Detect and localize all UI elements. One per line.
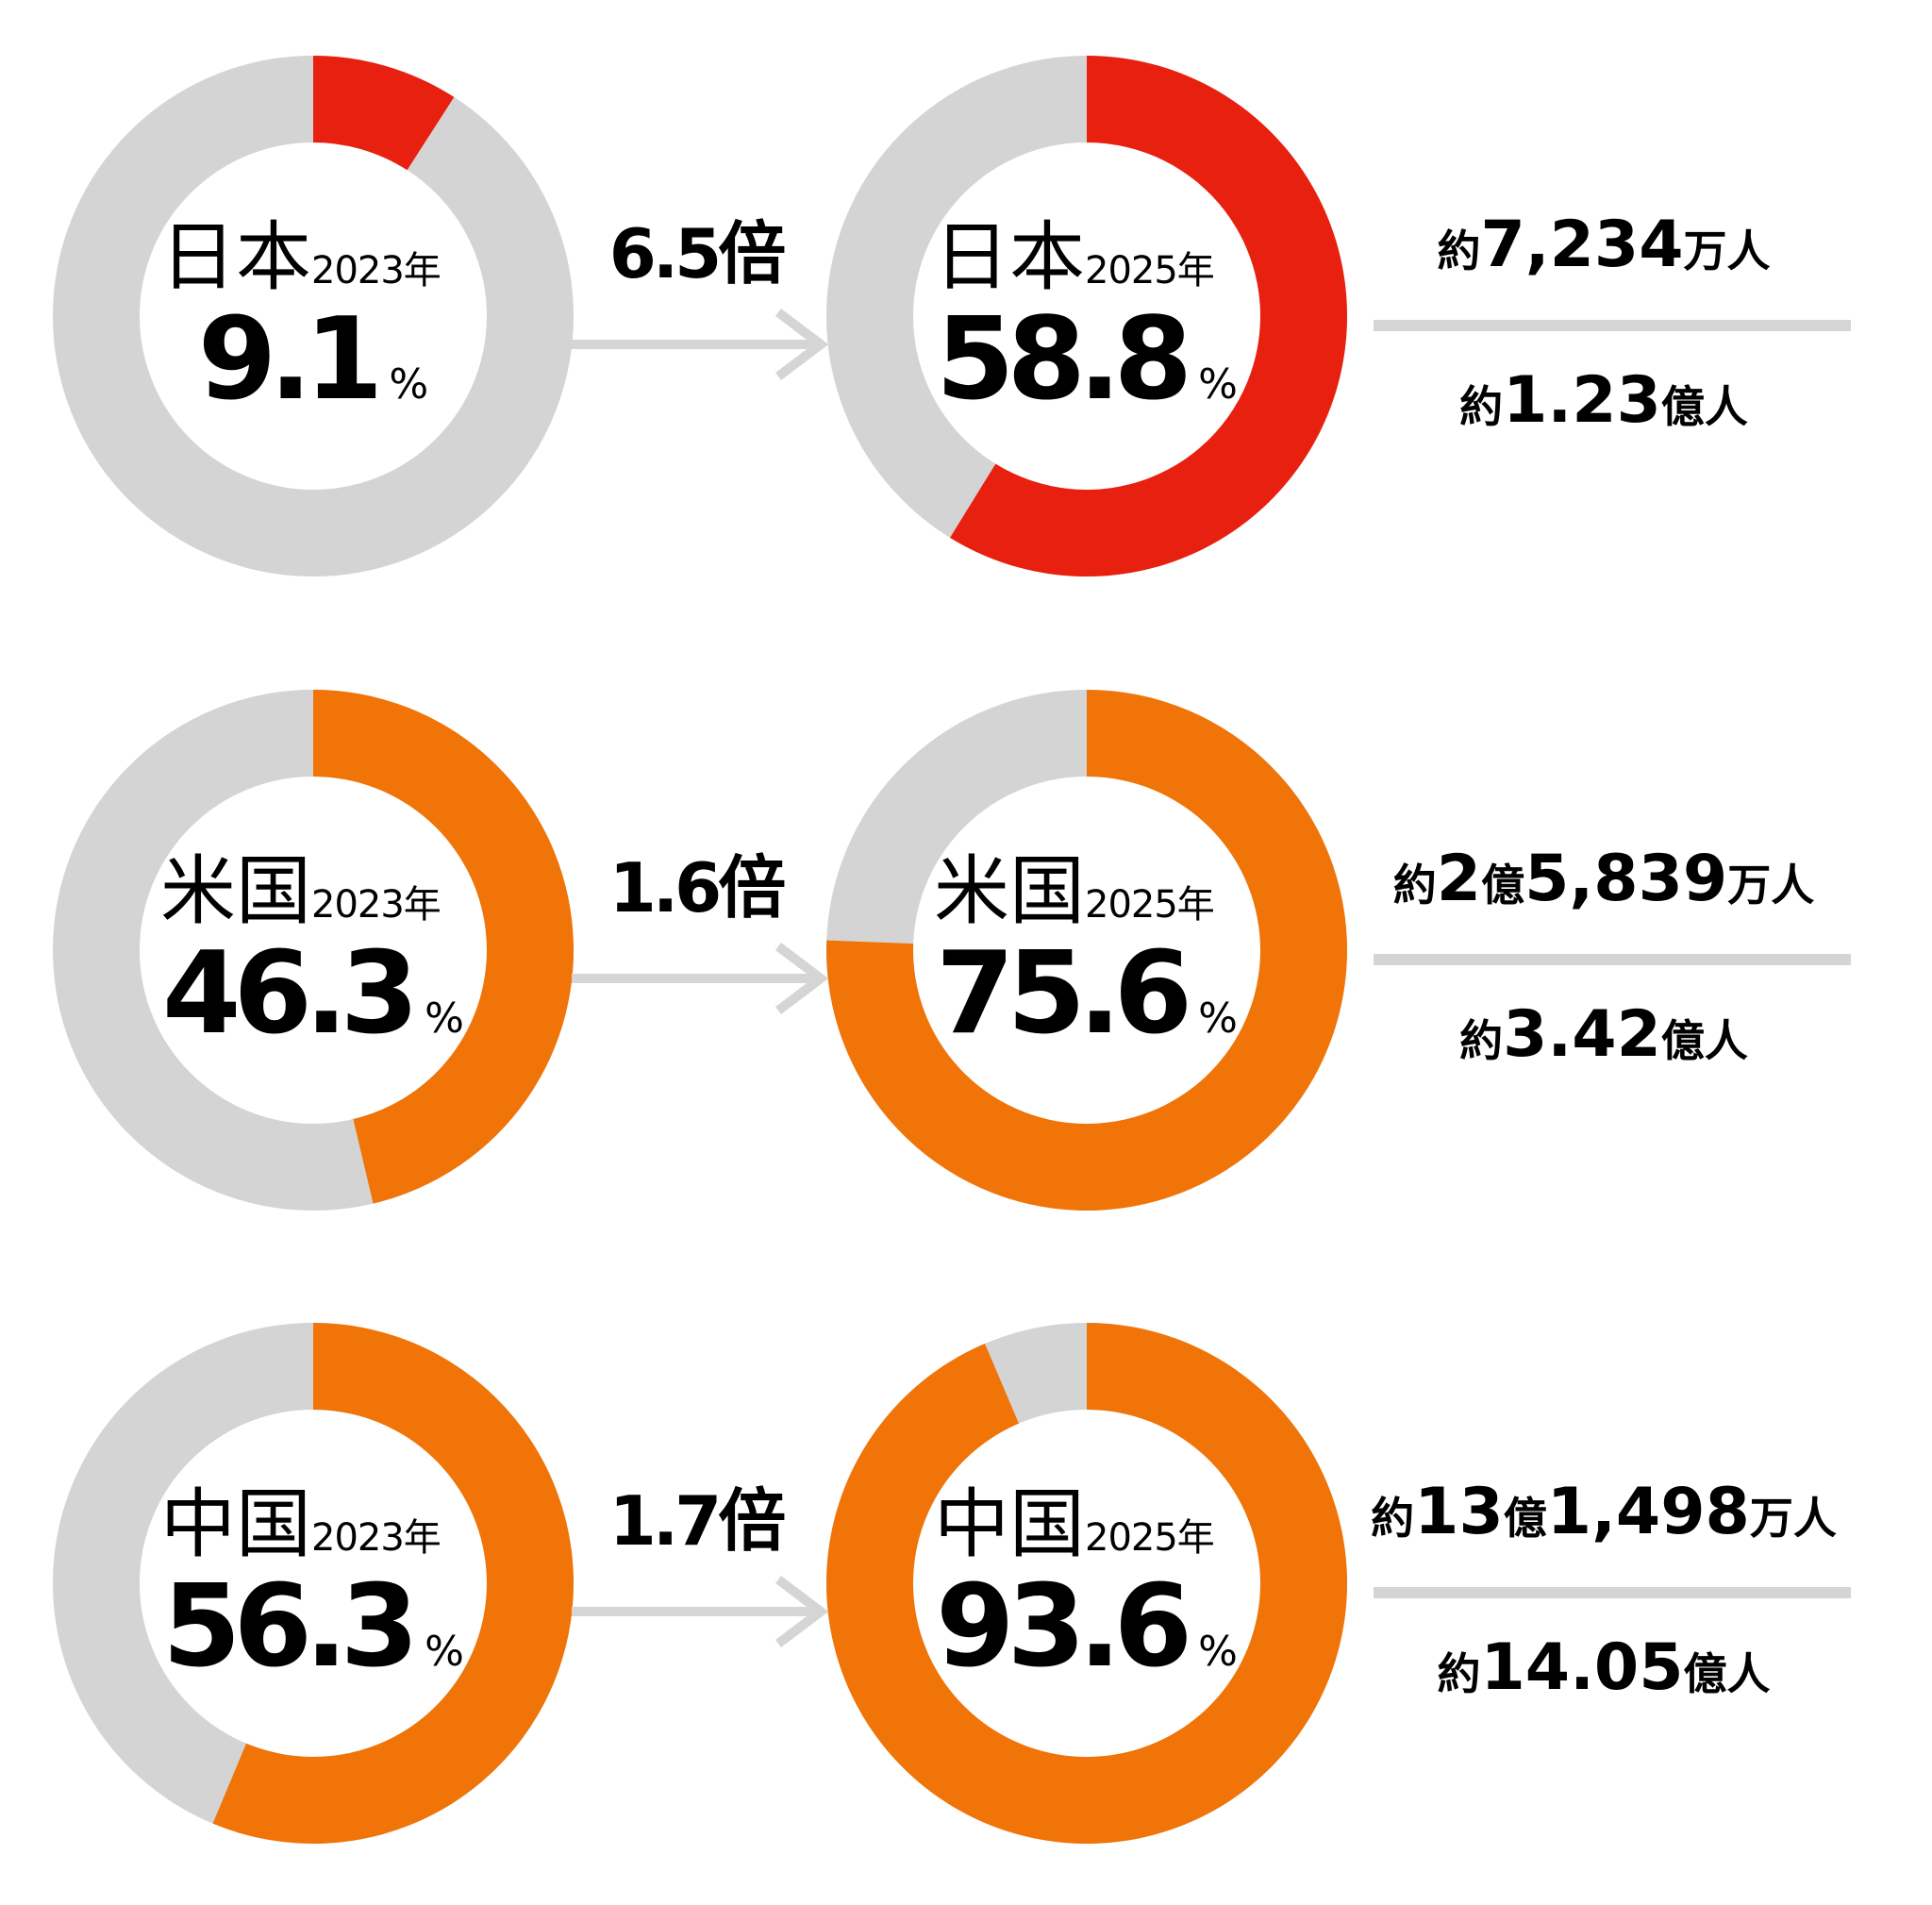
fraction-bar [1374, 954, 1851, 965]
year-label: 2025年 [1085, 249, 1215, 292]
donut-segment [313, 56, 455, 171]
country-label: 日本2023年 [160, 220, 441, 309]
year-label: 2023年 [311, 883, 441, 927]
denominator-part: 億人 [1660, 1015, 1748, 1066]
donut-segment [313, 690, 575, 1204]
country-label: 米国2023年 [160, 854, 441, 943]
percentage-unit: % [1198, 1628, 1238, 1676]
donut-segment [950, 56, 1347, 577]
country-name: 中国 [160, 1480, 311, 1568]
donut-after: 日本2025年 58.8% [823, 52, 1351, 580]
donut-segment [826, 690, 1347, 1211]
comparison-row: 日本2023年 9.1% 日本2025年 58.8% 6.5倍 約7,234万人 約1.23… [0, 52, 1932, 580]
percentage-line: 93.6% [823, 1566, 1351, 1689]
percentage-line: 58.8% [823, 299, 1351, 422]
numerator-part: 万人 [1683, 226, 1771, 276]
denominator-part: 億人 [1683, 1648, 1771, 1699]
year-label: 2023年 [311, 1516, 441, 1560]
country-name: 米国 [160, 847, 311, 935]
numerator-part: 約 [1371, 1493, 1415, 1544]
growth-multiplier: 1.6倍 [608, 848, 787, 927]
donut-center-label: 中国2023年 56.3% [49, 1319, 577, 1847]
donut-segment [826, 1323, 1347, 1844]
country-name: 日本 [160, 213, 311, 301]
numerator-part: 約 [1392, 860, 1437, 911]
denominator-part: 約 [1459, 1015, 1504, 1066]
percentage-unit: % [389, 360, 429, 409]
numerator-part: 2 [1436, 842, 1482, 916]
arrow-right-icon [566, 941, 840, 1020]
percentage-unit: % [1198, 360, 1238, 409]
country-label: 中国2023年 [160, 1487, 441, 1576]
numerator-part: 万人 [1727, 860, 1815, 911]
comparison-row: 中国2023年 56.3% 中国2025年 93.6% 1.7倍 約13億1,498万人約… [0, 1319, 1932, 1847]
year-label: 2025年 [1085, 1516, 1215, 1560]
percentage-line: 75.6% [823, 933, 1351, 1056]
denominator-part: 1.23 [1503, 363, 1661, 438]
percentage-line: 56.3% [49, 1566, 577, 1689]
donut-before: 中国2023年 56.3% [49, 1319, 577, 1847]
denominator-line: 約14.05億人 [1340, 1630, 1868, 1705]
country-name: 中国 [934, 1480, 1085, 1568]
denominator-line: 約1.23億人 [1340, 363, 1868, 438]
numerator-part: 7,234 [1480, 208, 1684, 282]
growth-multiplier: 1.7倍 [608, 1481, 787, 1561]
denominator-part: 3.42 [1503, 997, 1661, 1072]
numerator-part: 13 [1414, 1475, 1504, 1549]
fraction-bar [1374, 1587, 1851, 1598]
donut-center-label: 米国2025年 75.6% [823, 686, 1351, 1214]
numerator-part: 億 [1503, 1493, 1547, 1544]
country-label: 米国2025年 [934, 854, 1215, 943]
donut-before: 日本2023年 9.1% [49, 52, 577, 580]
country-label: 日本2025年 [934, 220, 1215, 309]
arrow-right-icon [566, 1574, 840, 1653]
denominator-part: 億人 [1660, 381, 1748, 432]
donut-after: 米国2025年 75.6% [823, 686, 1351, 1214]
numerator-part: 1,498 [1546, 1475, 1750, 1549]
numerator-part: 約 [1437, 226, 1481, 276]
donut-center-label: 日本2023年 9.1% [49, 52, 577, 580]
percentage-value: 9.1 [197, 294, 384, 426]
numerator-part: 億 [1481, 860, 1525, 911]
percentage-line: 46.3% [49, 933, 577, 1056]
fraction-bar [1374, 320, 1851, 331]
country-label: 中国2025年 [934, 1487, 1215, 1576]
percentage-unit: % [425, 1628, 464, 1676]
denominator-part: 14.05 [1480, 1630, 1684, 1705]
year-label: 2023年 [311, 249, 441, 292]
comparison-row: 米国2023年 46.3% 米国2025年 75.6% 1.6倍 約2億5,839万人 約3… [0, 686, 1932, 1214]
denominator-part: 約 [1459, 381, 1504, 432]
percentage-value: 46.3 [162, 928, 419, 1060]
numerator-part: 万人 [1749, 1493, 1837, 1544]
country-name: 米国 [934, 847, 1085, 935]
donut-segment [212, 1323, 574, 1844]
arrow-right-icon [566, 307, 840, 386]
growth-multiplier: 6.5倍 [608, 214, 787, 293]
year-label: 2025年 [1085, 883, 1215, 927]
percentage-value: 56.3 [162, 1562, 419, 1693]
donut-center-label: 米国2023年 46.3% [49, 686, 577, 1214]
numerator-line: 約7,234万人 [1340, 208, 1868, 282]
denominator-line: 約3.42億人 [1340, 997, 1868, 1072]
percentage-line: 9.1% [49, 299, 577, 422]
numerator-part: 5,839 [1524, 842, 1728, 916]
donut-center-label: 日本2025年 58.8% [823, 52, 1351, 580]
percentage-unit: % [1198, 994, 1238, 1043]
percentage-value: 58.8 [936, 294, 1192, 426]
donut-before: 米国2023年 46.3% [49, 686, 577, 1214]
percentage-unit: % [425, 994, 464, 1043]
numerator-line: 約13億1,498万人 [1340, 1475, 1868, 1549]
denominator-part: 約 [1437, 1648, 1481, 1699]
donut-after: 中国2025年 93.6% [823, 1319, 1351, 1847]
country-name: 日本 [934, 213, 1085, 301]
percentage-value: 93.6 [936, 1562, 1192, 1693]
numerator-line: 約2億5,839万人 [1340, 842, 1868, 916]
donut-center-label: 中国2025年 93.6% [823, 1319, 1351, 1847]
percentage-value: 75.6 [936, 928, 1192, 1060]
